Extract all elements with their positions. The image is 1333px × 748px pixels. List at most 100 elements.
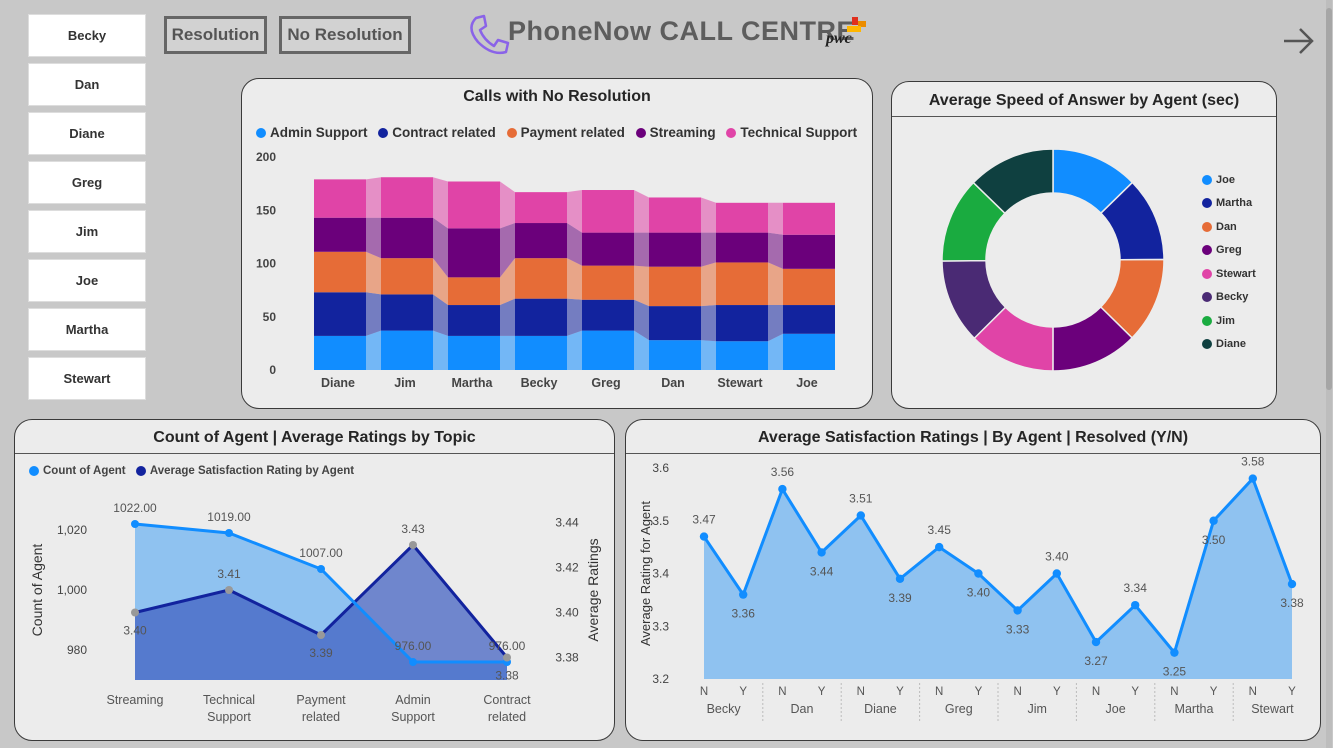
ribbon-bar-segment [582, 330, 634, 370]
y-right-tick-label: 3.44 [555, 516, 579, 530]
legend-item-martha: Martha [1202, 192, 1256, 216]
legend-dot [1202, 198, 1212, 209]
x-resolved-tick-label: Y [818, 686, 826, 698]
legend-label: Jim [1216, 314, 1235, 327]
agent-button-greg[interactable]: Greg [28, 161, 146, 204]
legend-item-stewart: Stewart [1202, 262, 1256, 286]
satisfaction-data-label: 3.39 [888, 591, 912, 605]
ribbon-connector [366, 330, 381, 370]
legend-dot [1202, 221, 1212, 232]
x-resolved-tick-label: N [935, 686, 943, 698]
satisfaction-point [856, 511, 865, 520]
x-tick-label: Joe [796, 376, 818, 390]
y-tick-label: 3.5 [652, 514, 669, 528]
x-tick-label: Jim [394, 376, 416, 390]
ribbon-connector [701, 232, 716, 267]
y-tick-label: 100 [256, 257, 276, 271]
brand-logo-text: pwc [826, 30, 852, 47]
ribbon-bar-segment [381, 177, 433, 218]
count-point [409, 658, 417, 666]
satisfaction-data-label: 3.27 [1084, 654, 1108, 668]
legend-label: Becky [1216, 291, 1249, 304]
resolution-button[interactable]: Resolution [164, 16, 267, 54]
x-resolved-tick-label: N [778, 686, 786, 698]
legend-technical-support: Technical Support [726, 125, 857, 140]
scrollbar-thumb[interactable] [1326, 8, 1332, 390]
legend-label: Greg [1216, 244, 1242, 257]
x-tick-label: Martha [452, 376, 494, 390]
y-tick-label: 50 [263, 310, 277, 324]
agent-button-joe[interactable]: Joe [28, 259, 146, 302]
agent-button-stewart[interactable]: Stewart [28, 357, 146, 400]
no-resolution-title: Calls with No Resolution [463, 88, 651, 105]
satisfaction-area-chart: 3.47 3.36 3.56 3.44 3.51 3.39 3.45 3.40 3.33 3.40… [638, 456, 1304, 721]
satisfaction-point [1248, 474, 1257, 483]
satisfaction-data-label: 3.38 [1280, 596, 1304, 610]
page-title: PhoneNow CALL CENTRE [508, 16, 855, 46]
ribbon-bar-segment [716, 202, 768, 233]
satisfaction-point [1013, 606, 1022, 615]
rating-point [225, 586, 233, 594]
legend-dot [256, 127, 266, 138]
y-tick-label: 150 [256, 203, 276, 217]
count-data-label: 1022.00 [113, 501, 157, 515]
x-resolved-tick-label: Y [1288, 686, 1296, 698]
topic-title: Count of Agent | Average Ratings by Topi… [153, 429, 476, 446]
agent-button-jim[interactable]: Jim [28, 210, 146, 253]
rating-data-label: 3.41 [217, 567, 241, 581]
x-resolved-tick-label: N [1092, 686, 1100, 698]
ribbon-connector [433, 330, 448, 370]
no-resolution-legend: Admin Support Contract related Payment r… [256, 125, 864, 141]
agent-button-becky[interactable]: Becky [28, 14, 146, 57]
satisfaction-data-label: 3.51 [849, 491, 873, 505]
ribbon-bar-segment [649, 340, 701, 370]
satisfaction-point [1091, 637, 1101, 647]
ribbon-bar-segment [783, 268, 835, 306]
agent-button-martha[interactable]: Martha [28, 308, 146, 351]
x-agent-tick-label: Jim [1027, 702, 1046, 716]
satisfaction-data-label: 3.56 [771, 465, 795, 479]
satisfaction-point [1052, 569, 1061, 578]
ribbon-connector [567, 298, 582, 336]
vertical-scrollbar[interactable] [1326, 0, 1332, 748]
legend-label: Count of Agent [43, 465, 126, 477]
y-axis-title: Average Rating for Agent [638, 501, 653, 646]
satisfaction-data-label: 3.25 [1163, 665, 1187, 679]
legend-dot [1202, 339, 1212, 350]
ribbon-connector [500, 298, 515, 336]
count-data-label: 1019.00 [207, 510, 251, 524]
x-tick-label: Dan [661, 376, 685, 390]
ribbon-bar-segment [448, 181, 500, 229]
x-tick-label: Greg [591, 376, 620, 390]
agent-button-diane[interactable]: Diane [28, 112, 146, 155]
y-right-tick-label: 3.38 [555, 651, 579, 665]
no-resolution-button[interactable]: No Resolution [279, 16, 411, 54]
x-tick-label: Streaming [107, 693, 164, 707]
legend-streaming: Streaming [635, 125, 716, 140]
satisfaction-title: Average Satisfaction Ratings | By Agent … [757, 429, 1189, 446]
ribbon-bar-segment [783, 234, 835, 269]
legend-dot [1202, 292, 1212, 303]
count-data-label: 976.00 [395, 639, 432, 653]
count-data-label: 1007.00 [299, 546, 343, 560]
pwc-logo-icon [847, 17, 866, 32]
ribbon-connector [768, 202, 783, 235]
ribbon-bar-segment [314, 292, 366, 336]
next-page-arrow-icon[interactable] [1282, 26, 1316, 56]
satisfaction-data-label: 3.45 [928, 523, 952, 537]
ribbon-connector [634, 265, 649, 307]
legend-dot [378, 127, 389, 138]
x-tick-label: Stewart [717, 376, 763, 390]
agent-button-dan[interactable]: Dan [28, 63, 146, 106]
legend-average-satisfaction: Average Satisfaction Rating by Agent [135, 465, 354, 477]
x-tick-label: Diane [321, 376, 355, 390]
y-right-tick-label: 3.40 [555, 606, 579, 620]
x-resolved-tick-label: N [1249, 686, 1257, 698]
count-point [131, 520, 139, 528]
satisfaction-point [1287, 579, 1297, 589]
x-tick-label: Technical [203, 693, 255, 707]
ribbon-bar-segment [314, 251, 366, 293]
satisfaction-data-label: 3.44 [810, 564, 834, 578]
y-tick-label: 3.3 [652, 619, 669, 633]
legend-label: Technical Support [740, 125, 858, 140]
